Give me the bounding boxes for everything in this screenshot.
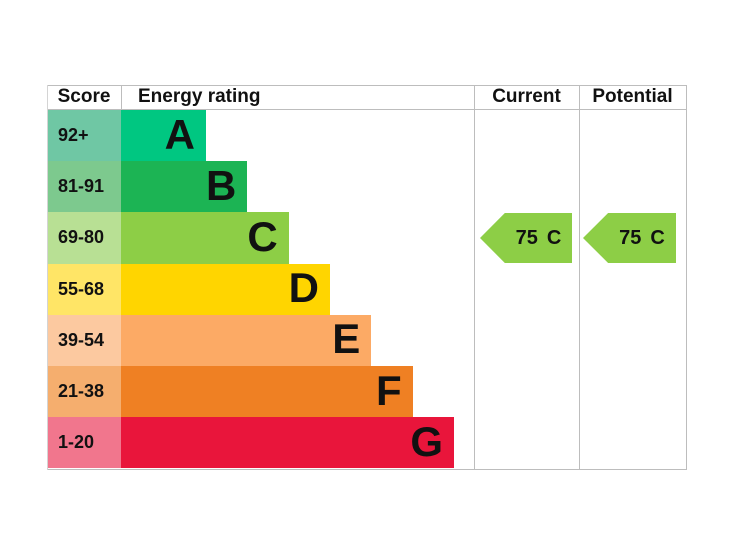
potential-rating-value: 75 <box>619 226 642 249</box>
table-right-border <box>686 85 687 470</box>
potential-column-header: Potential <box>592 86 673 107</box>
current-column-divider <box>579 85 580 470</box>
band-row-d: 55-68 D <box>48 263 648 315</box>
table-left-border <box>47 85 48 470</box>
band-bar: C <box>121 212 289 264</box>
band-row-c: 69-80 C <box>48 212 648 264</box>
band-letter: D <box>288 264 319 312</box>
band-score-range: 81-91 <box>48 161 121 213</box>
band-score-range: 39-54 <box>48 314 121 366</box>
band-score-range: 69-80 <box>48 212 121 264</box>
rating-column-divider <box>474 85 475 470</box>
band-row-e: 39-54 E <box>48 314 648 366</box>
band-letter: C <box>247 212 278 260</box>
band-letter: F <box>375 366 402 414</box>
score-column-header: Score <box>57 86 111 107</box>
energy-rating-column-header: Energy rating <box>138 86 261 107</box>
band-letter: E <box>332 315 361 363</box>
band-bar: E <box>121 314 372 366</box>
band-row-a: 92+ A <box>48 110 648 162</box>
band-score-range: 1-20 <box>48 417 121 469</box>
table-header-row: Score Energy rating Current Potential <box>47 85 687 109</box>
band-bar: G <box>121 417 454 469</box>
band-row-f: 21-38 F <box>48 365 648 418</box>
band-letter: G <box>410 417 443 465</box>
current-column-header: Current <box>492 86 561 107</box>
band-letter: B <box>205 161 237 209</box>
band-row-b: 81-91 B <box>48 161 648 213</box>
band-letter: A <box>164 110 195 158</box>
table-bottom-border <box>47 469 687 470</box>
band-score-range: 92+ <box>48 110 121 162</box>
current-rating-value: 75 <box>515 226 538 249</box>
score-column-divider <box>121 85 122 109</box>
current-rating-band: C <box>546 226 562 249</box>
band-bar: B <box>121 161 248 213</box>
header-bottom-border <box>47 109 687 110</box>
band-row-g: 1-20 G <box>48 417 648 469</box>
band-score-range: 55-68 <box>48 263 121 315</box>
band-rows: 92+ A 81-91 B 69-80 C 55-68 D 39-54 <box>48 110 648 469</box>
band-bar: F <box>121 365 413 418</box>
potential-rating-arrow: 75 C <box>583 213 676 263</box>
potential-rating-band: C <box>650 226 665 249</box>
band-score-range: 21-38 <box>48 365 121 418</box>
band-bar: A <box>121 110 206 162</box>
table-top-border <box>47 85 687 86</box>
band-bar: D <box>121 263 330 315</box>
